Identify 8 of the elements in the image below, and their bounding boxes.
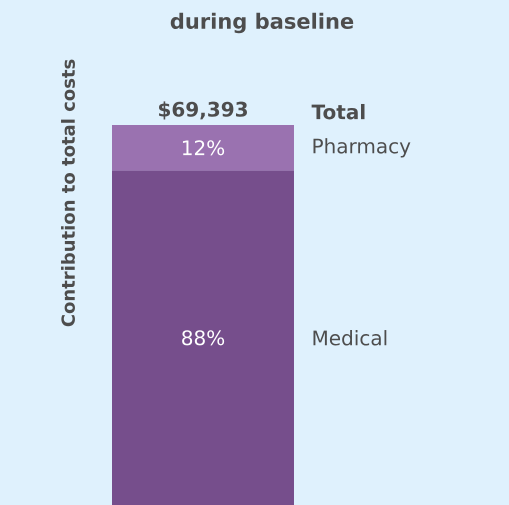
data-label: 12% xyxy=(182,140,224,156)
chart-title: during baseline xyxy=(170,12,354,34)
data-label: 88% xyxy=(182,330,224,346)
text: $69,393 xyxy=(159,101,247,120)
legend-title: Total xyxy=(312,104,365,120)
series-label: Medical xyxy=(313,330,386,346)
y-axis-title: Contribution to total costs xyxy=(61,60,75,326)
series-label: Pharmacy xyxy=(313,138,410,158)
